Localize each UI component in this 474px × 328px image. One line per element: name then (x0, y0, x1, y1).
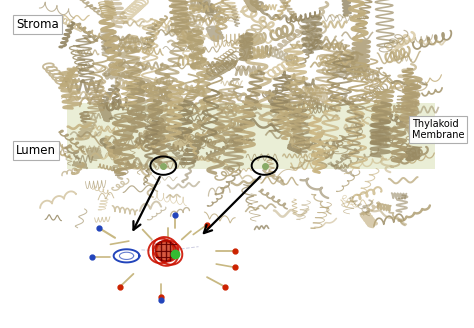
Bar (67, 103, 435, 169)
Text: Stroma: Stroma (16, 18, 59, 31)
Ellipse shape (155, 241, 176, 261)
Text: Lumen: Lumen (16, 144, 56, 157)
Text: Thylakoid
Membrane: Thylakoid Membrane (412, 119, 464, 140)
